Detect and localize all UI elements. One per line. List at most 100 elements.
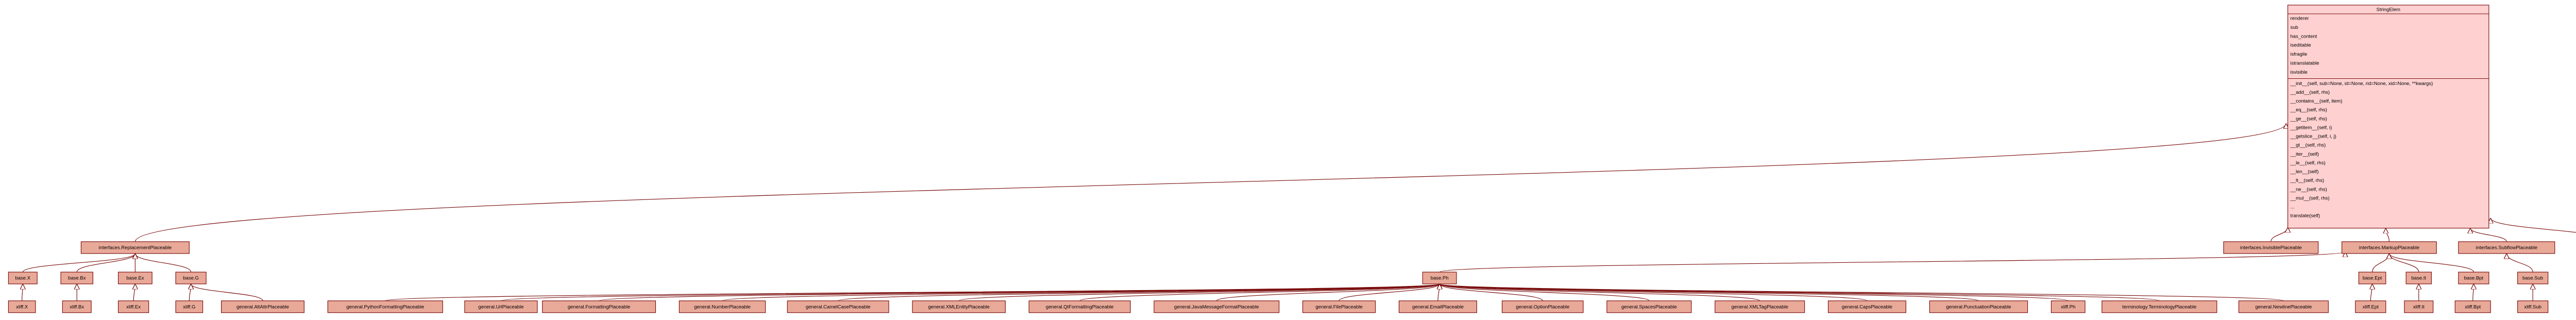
- method: __contains__(self, item): [2290, 98, 2343, 104]
- class-box: [80, 241, 190, 254]
- class-name: interfaces.MarkupPlaceable: [2359, 245, 2419, 251]
- class-node: interfaces.ReplacementPlaceable: [80, 241, 190, 254]
- class-name: general.EmailPlaceable: [1412, 304, 1464, 310]
- method: __ge__(self, rhs): [2290, 116, 2327, 122]
- class-node: interfaces.MarkupPlaceable: [2341, 241, 2437, 254]
- class-node: general.NewlinePlaceable: [2238, 300, 2329, 313]
- class-box: [464, 300, 538, 313]
- class-node: xliff.Bpt: [2454, 300, 2491, 313]
- class-name: xliff.Ex: [126, 304, 141, 310]
- class-node: general.CamelCasePlaceable: [787, 300, 889, 313]
- class-box: [1398, 300, 1477, 313]
- class-name: general.AltAttrPlaceable: [236, 304, 289, 310]
- class-box: [2223, 241, 2319, 254]
- class-box: [2517, 272, 2549, 284]
- class-box: [221, 300, 304, 313]
- inheritance-edge: [1439, 283, 1868, 301]
- inheritance-edge: [958, 283, 1439, 301]
- class-name: base.Ph: [1431, 276, 1449, 281]
- class-name: xliff.Ph: [2061, 304, 2075, 310]
- class-box: [8, 300, 36, 313]
- class-box: [912, 300, 1006, 313]
- class-box: [2358, 272, 2386, 284]
- method: __getslice__(self, i, j): [2290, 134, 2336, 140]
- class-node: xliff.Ept: [2355, 300, 2386, 313]
- inheritance-edge: [838, 283, 1440, 301]
- class-box: [327, 300, 443, 313]
- inheritance-edge: [1439, 283, 2284, 301]
- class-name: general.CapsPlaceable: [1842, 304, 1892, 310]
- class-name: general.CamelCasePlaceable: [806, 304, 871, 310]
- class-box: [679, 300, 766, 313]
- class-name: xliff.Bx: [70, 304, 84, 310]
- class-box: [2287, 5, 2489, 229]
- class-name: xliff.X: [16, 304, 28, 310]
- method: __ne__(self, rhs): [2290, 187, 2327, 192]
- class-node: xliff.Bx: [62, 300, 92, 313]
- class-node: base.Ex: [117, 272, 152, 284]
- class-node: general.PythonFormattingPlaceable: [327, 300, 443, 313]
- class-name: StringElem: [2377, 7, 2401, 13]
- class-box: [1929, 300, 2028, 313]
- class-name: xliff.It: [2413, 304, 2425, 310]
- class-name: interfaces.InvisiblePlaceable: [2240, 245, 2302, 251]
- class-node: base.X: [8, 272, 38, 284]
- edges: [22, 123, 2576, 301]
- class-node: base.G: [175, 272, 207, 284]
- inheritance-edge: [2473, 284, 2474, 301]
- class-box: [787, 300, 889, 313]
- class-box: [1028, 300, 1131, 313]
- inheritance-edge: [1439, 251, 2345, 273]
- inheritance-edge: [134, 123, 2286, 242]
- class-node: base.Bpt: [2458, 272, 2489, 284]
- class-name: xliff.Sub: [2524, 304, 2541, 310]
- class-box: [175, 300, 204, 313]
- class-node: general.OptionPlaceable: [1502, 300, 1584, 313]
- attribute: renderer: [2291, 16, 2309, 22]
- inheritance-edge: [2270, 227, 2288, 242]
- class-node: general.FilePlaceable: [1302, 300, 1376, 313]
- inheritance-edge: [1338, 283, 1439, 301]
- class-box: [117, 300, 149, 313]
- class-name: general.FormattingPlaceable: [568, 304, 630, 310]
- class-name: general.JavaMessageFormatPlaceable: [1174, 304, 1259, 310]
- inheritance-edge: [1439, 283, 1650, 301]
- class-node: base.It: [2405, 272, 2432, 284]
- class-name: general.QtFormattingPlaceable: [1046, 304, 1113, 310]
- class-name: base.It: [2412, 276, 2427, 281]
- class-box: [1827, 300, 1906, 313]
- class-node: general.SpacesPlaceable: [1606, 300, 1692, 313]
- class-node: xliff.Ex: [117, 300, 149, 313]
- attribute: sub: [2291, 25, 2298, 30]
- inheritance-edge: [1439, 283, 1543, 301]
- class-node: general.PunctuationPlaceable: [1929, 300, 2028, 313]
- class-name: base.Sub: [2522, 276, 2543, 281]
- class-node: general.XMLEntityPlaceable: [912, 300, 1006, 313]
- class-name: general.SpacesPlaceable: [1621, 304, 1677, 310]
- attribute: isfragile: [2291, 52, 2308, 57]
- class-box: [2355, 300, 2386, 313]
- class-box: [2050, 300, 2086, 313]
- class-name: general.OptionPlaceable: [1516, 304, 1569, 310]
- method: __le__(self, rhs): [2290, 160, 2326, 166]
- class-name: general.NewlinePlaceable: [2255, 304, 2312, 310]
- class-node: base.Ept: [2358, 272, 2386, 284]
- inheritance-edge: [1079, 283, 1440, 301]
- class-name: general.FilePlaceable: [1315, 304, 1362, 310]
- class-box: [2458, 272, 2489, 284]
- method: ...: [2291, 205, 2295, 210]
- inheritance-edge: [22, 253, 135, 273]
- inheritance-edge: [22, 284, 23, 301]
- class-name: general.UrlPlaceable: [478, 304, 523, 310]
- class-box: [2102, 300, 2217, 313]
- class-box: [175, 272, 207, 284]
- class-node: general.CapsPlaceable: [1827, 300, 1906, 313]
- class-box: [8, 272, 38, 284]
- inheritance-edge: [2386, 228, 2389, 242]
- class-node: general.AltAttrPlaceable: [221, 300, 304, 313]
- class-box: [2517, 300, 2549, 313]
- class-box: [2454, 300, 2491, 313]
- class-box: [2238, 300, 2329, 313]
- class-node: interfaces.InvisiblePlaceable: [2223, 241, 2319, 254]
